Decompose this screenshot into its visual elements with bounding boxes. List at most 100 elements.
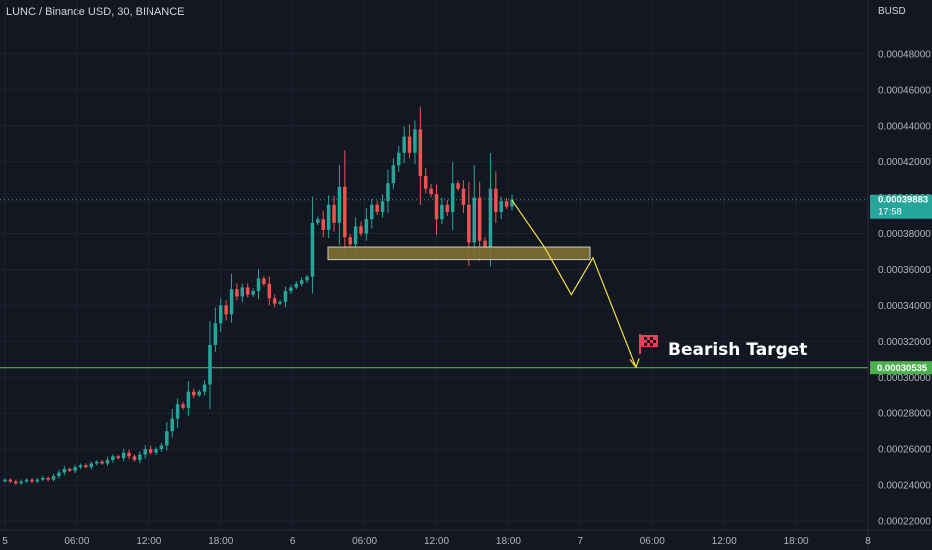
candle[interactable] xyxy=(434,184,439,235)
candle[interactable] xyxy=(289,285,293,294)
candle[interactable] xyxy=(326,195,331,239)
support-zone[interactable] xyxy=(327,246,591,261)
candle[interactable] xyxy=(46,476,50,482)
candle[interactable] xyxy=(450,162,455,230)
candle[interactable] xyxy=(51,473,56,482)
candle[interactable] xyxy=(283,286,288,308)
candle[interactable] xyxy=(337,164,342,246)
candle[interactable] xyxy=(105,456,110,466)
candle[interactable] xyxy=(181,401,185,410)
candle[interactable] xyxy=(391,158,396,190)
candle[interactable] xyxy=(186,381,191,416)
candle[interactable] xyxy=(472,165,477,257)
candle[interactable] xyxy=(170,408,174,438)
candle[interactable] xyxy=(154,447,158,456)
candle[interactable] xyxy=(235,283,239,301)
candle[interactable] xyxy=(510,194,514,211)
candle[interactable] xyxy=(192,388,196,399)
candle[interactable] xyxy=(375,200,379,215)
candle[interactable] xyxy=(440,197,444,225)
candle[interactable] xyxy=(316,216,320,226)
x-tick-12: 8 xyxy=(865,536,871,547)
bearish-projection-path[interactable] xyxy=(511,199,637,368)
candle[interactable] xyxy=(294,281,299,290)
candle[interactable] xyxy=(116,454,121,460)
candle[interactable] xyxy=(364,208,369,241)
candle[interactable] xyxy=(94,460,99,466)
x-tick-6: 12:00 xyxy=(424,536,449,547)
candle[interactable] xyxy=(456,180,460,191)
candle[interactable] xyxy=(262,275,266,287)
candle[interactable] xyxy=(213,307,218,353)
candle[interactable] xyxy=(402,126,406,164)
candle[interactable] xyxy=(35,477,40,483)
candle[interactable] xyxy=(396,146,401,172)
candle[interactable] xyxy=(202,380,207,396)
candle[interactable] xyxy=(24,478,29,484)
candle[interactable] xyxy=(62,465,67,476)
candle[interactable] xyxy=(245,283,250,298)
candle[interactable] xyxy=(19,479,23,485)
candle[interactable] xyxy=(494,171,498,224)
candle[interactable] xyxy=(218,298,223,333)
candle[interactable] xyxy=(89,461,94,470)
candle[interactable] xyxy=(240,283,245,303)
candle[interactable] xyxy=(148,445,153,455)
candle[interactable] xyxy=(343,150,347,253)
candle[interactable] xyxy=(370,199,374,229)
candle[interactable] xyxy=(310,196,315,294)
candle[interactable] xyxy=(267,276,272,306)
candle[interactable] xyxy=(132,454,137,462)
candle[interactable] xyxy=(386,169,390,213)
candle[interactable] xyxy=(418,106,423,205)
candle[interactable] xyxy=(8,478,13,484)
candle[interactable] xyxy=(127,449,131,460)
candle[interactable] xyxy=(41,475,45,482)
candle[interactable] xyxy=(348,233,352,249)
candle[interactable] xyxy=(159,443,164,453)
candle[interactable] xyxy=(332,195,336,232)
candle[interactable] xyxy=(14,479,18,486)
candle[interactable] xyxy=(67,467,72,472)
candle[interactable] xyxy=(84,463,88,469)
candle[interactable] xyxy=(229,273,234,323)
candle[interactable] xyxy=(197,389,201,398)
candle[interactable] xyxy=(121,448,126,462)
candle[interactable] xyxy=(299,277,304,287)
candle[interactable] xyxy=(138,451,142,464)
candle[interactable] xyxy=(208,320,212,409)
candle[interactable] xyxy=(305,274,309,284)
candle[interactable] xyxy=(30,478,34,484)
candle[interactable] xyxy=(413,120,417,164)
candle[interactable] xyxy=(380,194,385,218)
candle[interactable] xyxy=(445,199,450,216)
candle[interactable] xyxy=(407,124,412,159)
candle[interactable] xyxy=(499,196,503,220)
current-price-badge: 0.00039883 17:58 xyxy=(870,194,932,219)
candle[interactable] xyxy=(143,445,147,459)
candle[interactable] xyxy=(78,463,83,469)
candle[interactable] xyxy=(359,221,363,237)
candle[interactable] xyxy=(321,210,325,238)
candle[interactable] xyxy=(272,294,277,308)
candle[interactable] xyxy=(461,180,466,213)
candle[interactable] xyxy=(423,167,428,194)
candles[interactable] xyxy=(3,106,514,486)
candle[interactable] xyxy=(3,478,7,483)
x-axis[interactable]: 5 06:00 12:00 18:00 6 06:00 12:00 18:00 7 06:00 12… xyxy=(2,536,871,547)
candle[interactable] xyxy=(224,300,228,321)
candle[interactable] xyxy=(256,268,261,300)
candle[interactable] xyxy=(429,184,433,198)
candle[interactable] xyxy=(100,459,104,465)
candle[interactable] xyxy=(251,288,255,297)
candle[interactable] xyxy=(278,299,282,305)
candle[interactable] xyxy=(165,421,169,451)
candle[interactable] xyxy=(175,398,180,428)
candle[interactable] xyxy=(111,454,115,463)
x-tick-8: 7 xyxy=(578,536,584,547)
candle[interactable] xyxy=(57,469,61,479)
candle[interactable] xyxy=(504,197,509,209)
y-axis[interactable]: 0.00048000 0.00046000 0.00044000 0.00042000… xyxy=(878,49,931,527)
candle[interactable] xyxy=(73,464,77,474)
